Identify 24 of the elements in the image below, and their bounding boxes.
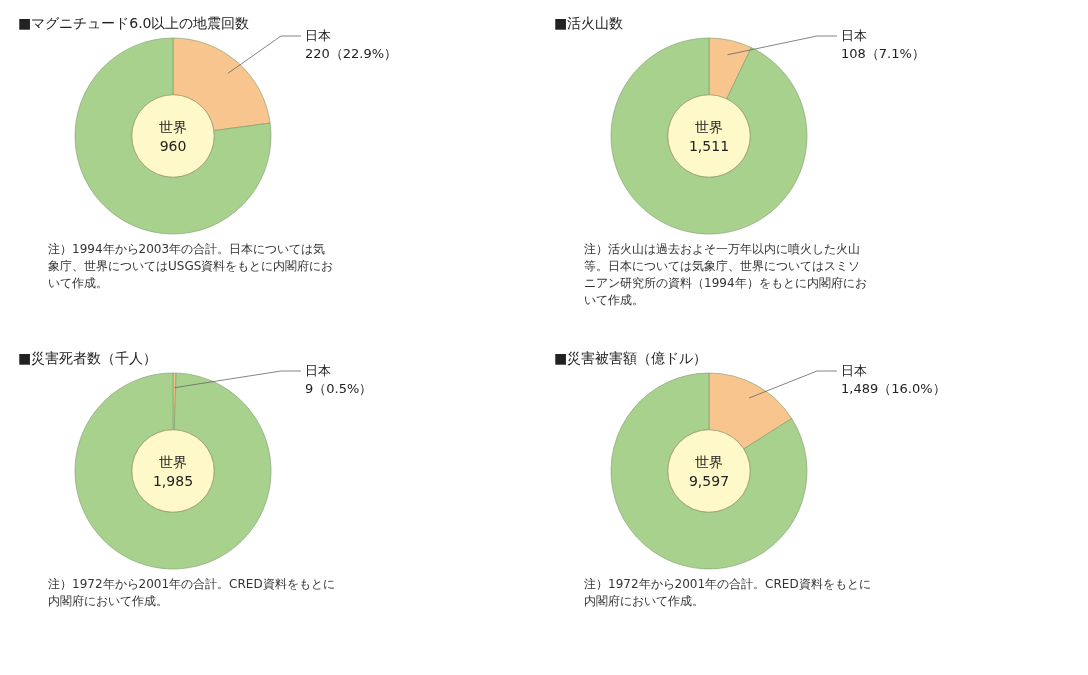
chart-title: ■災害被害額（億ドル） bbox=[554, 350, 708, 366]
chart-title: ■活火山数 bbox=[554, 15, 624, 31]
slice-label: 日本 bbox=[841, 28, 867, 43]
data-label: 1,489（16.0%） bbox=[841, 381, 946, 396]
slice-label: 日本 bbox=[841, 363, 867, 378]
slice-label: 日本 bbox=[305, 363, 331, 378]
slice-label: 世界 bbox=[159, 119, 187, 135]
data-label: 9（0.5%） bbox=[305, 381, 373, 396]
slice-label: 世界 bbox=[695, 454, 723, 470]
text: 注）1972年から2001年の合計。CRED資料をもとに内閣府において作成。 bbox=[584, 577, 871, 608]
text: 注）1994年から2003年の合計。日本については気象庁、世界についてはUSGS資料をもとに内閣府において作成。 bbox=[48, 242, 334, 290]
text: 注）1972年から2001年の合計。CRED資料をもとに内閣府において作成。 bbox=[48, 577, 335, 608]
slice-label: 日本 bbox=[305, 28, 331, 43]
text: 960 bbox=[159, 138, 187, 154]
slice-label: 世界 bbox=[695, 119, 723, 135]
text: 1,985 bbox=[152, 473, 194, 489]
data-label: 220（22.9%） bbox=[305, 46, 398, 61]
text: 注）活火山は過去およそ一万年以内に噴火した火山等。日本については気象庁、世界についてはスミソニアン研究所の資料（1994年）をもとに内閣府において作成。 bbox=[584, 242, 867, 307]
chart-title: ■災害死者数（千人） bbox=[18, 350, 158, 366]
chart-title: ■マグニチュード6.0以上の地震回数 bbox=[18, 15, 250, 31]
data-label: 108（7.1%） bbox=[841, 46, 925, 61]
text: 9,597 bbox=[688, 473, 730, 489]
text: 1,511 bbox=[688, 138, 730, 154]
slice-label: 世界 bbox=[159, 454, 187, 470]
